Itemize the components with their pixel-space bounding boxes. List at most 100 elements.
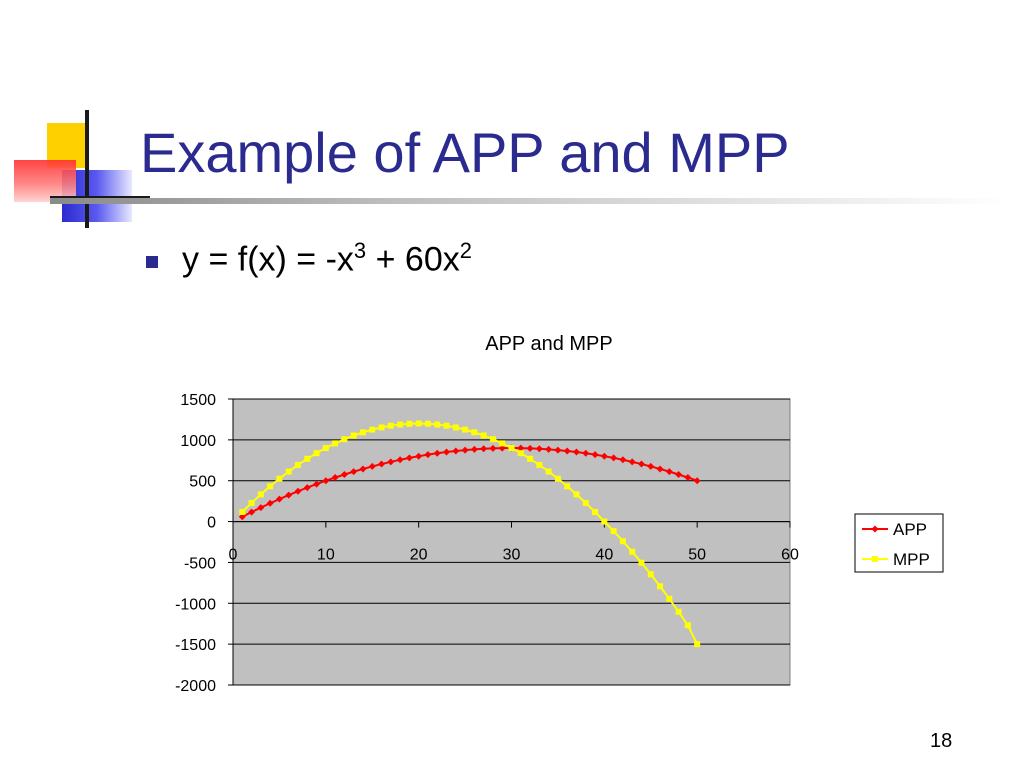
data-point-mpp <box>647 571 654 578</box>
data-point-mpp <box>536 461 543 468</box>
series-layer <box>238 420 701 648</box>
x-tick-label: 50 <box>688 547 706 564</box>
data-point-mpp <box>499 440 506 447</box>
data-point-mpp <box>684 622 691 629</box>
data-point-mpp <box>276 475 283 482</box>
equation-exponent-2: 2 <box>459 238 472 263</box>
legend-label-mpp: MPP <box>893 550 930 569</box>
data-point-mpp <box>424 420 431 427</box>
y-tick-label: -1500 <box>175 637 216 654</box>
legend-label-app: APP <box>893 520 927 539</box>
data-point-app <box>480 445 488 453</box>
y-tick-label: 0 <box>207 515 216 532</box>
legend-marker-app <box>871 525 879 533</box>
data-point-mpp <box>378 424 385 431</box>
x-tick-label: 10 <box>317 547 335 564</box>
data-point-app <box>610 454 618 462</box>
data-point-mpp <box>285 468 292 475</box>
data-point-mpp <box>601 518 608 525</box>
data-point-app <box>433 449 441 457</box>
data-point-app <box>665 468 673 476</box>
y-tick-labels: 1500 1000 500 0 -500 -1000 -1500 -2000 <box>175 392 216 695</box>
data-point-mpp <box>554 475 561 482</box>
y-tick-label: 1000 <box>180 433 216 450</box>
data-point-mpp <box>341 436 348 443</box>
page-number: 18 <box>930 730 953 752</box>
data-point-mpp <box>666 595 673 602</box>
data-point-app <box>322 477 330 485</box>
data-point-app <box>461 446 469 454</box>
y-tick-label: -500 <box>184 555 216 572</box>
data-point-app <box>424 451 432 459</box>
data-point-app <box>396 456 404 464</box>
y-tick-label: 500 <box>189 474 216 491</box>
axes <box>228 398 791 686</box>
data-point-mpp <box>564 483 571 490</box>
data-point-app <box>405 454 413 462</box>
equation-middle: + 60x <box>366 240 460 279</box>
x-tick-label: 40 <box>595 547 613 564</box>
data-point-mpp <box>480 432 487 439</box>
data-point-app <box>359 465 367 473</box>
bullet-marker <box>146 256 158 268</box>
data-point-app <box>303 484 311 492</box>
data-point-mpp <box>397 421 404 428</box>
data-point-app <box>313 480 321 488</box>
data-point-app <box>248 508 256 516</box>
data-point-mpp <box>267 483 274 490</box>
data-point-app <box>266 499 274 507</box>
data-point-app <box>257 504 265 512</box>
legend: APP MPP <box>854 513 944 573</box>
data-point-app <box>628 458 636 466</box>
data-point-mpp <box>415 420 422 427</box>
data-point-app <box>387 458 395 466</box>
equation-prefix: y = f(x) = -x <box>182 240 354 279</box>
data-point-app <box>600 452 608 460</box>
x-tick-label: 30 <box>503 547 521 564</box>
data-point-mpp <box>657 583 664 590</box>
chart-title: APP and MPP <box>485 333 612 355</box>
data-point-app <box>350 468 358 476</box>
data-point-mpp <box>239 509 246 516</box>
data-point-mpp <box>675 608 682 615</box>
legend-marker-mpp <box>872 556 878 562</box>
data-point-app <box>489 444 497 452</box>
data-point-app <box>526 444 534 452</box>
data-point-mpp <box>508 445 515 452</box>
data-point-mpp <box>332 440 339 447</box>
data-point-app <box>675 471 683 479</box>
data-point-mpp <box>359 429 366 436</box>
data-point-mpp <box>350 432 357 439</box>
data-point-mpp <box>582 499 589 506</box>
data-point-mpp <box>527 455 534 462</box>
data-point-app <box>285 491 293 499</box>
data-point-app <box>684 474 692 482</box>
data-point-app <box>294 487 302 495</box>
data-point-app <box>582 449 590 457</box>
data-point-mpp <box>434 421 441 428</box>
data-point-mpp <box>545 468 552 475</box>
data-point-mpp <box>629 548 636 555</box>
data-point-mpp <box>694 641 701 648</box>
data-point-app <box>535 445 543 453</box>
data-point-app <box>470 445 478 453</box>
data-point-mpp <box>443 422 450 429</box>
decor-red-square <box>14 160 76 202</box>
plot-area <box>232 398 791 686</box>
data-point-app <box>378 460 386 468</box>
data-point-app <box>452 447 460 455</box>
data-point-mpp <box>248 499 255 506</box>
data-point-app <box>517 444 525 452</box>
data-point-app <box>331 474 339 482</box>
data-point-app <box>275 495 283 503</box>
data-point-app <box>563 447 571 455</box>
y-tick-label: -2000 <box>175 678 216 695</box>
data-point-mpp <box>452 424 459 431</box>
data-point-app <box>554 446 562 454</box>
data-point-mpp <box>610 528 617 535</box>
data-point-mpp <box>619 538 626 545</box>
title-underline <box>50 198 1010 204</box>
data-point-mpp <box>592 509 599 516</box>
data-point-app <box>443 448 451 456</box>
